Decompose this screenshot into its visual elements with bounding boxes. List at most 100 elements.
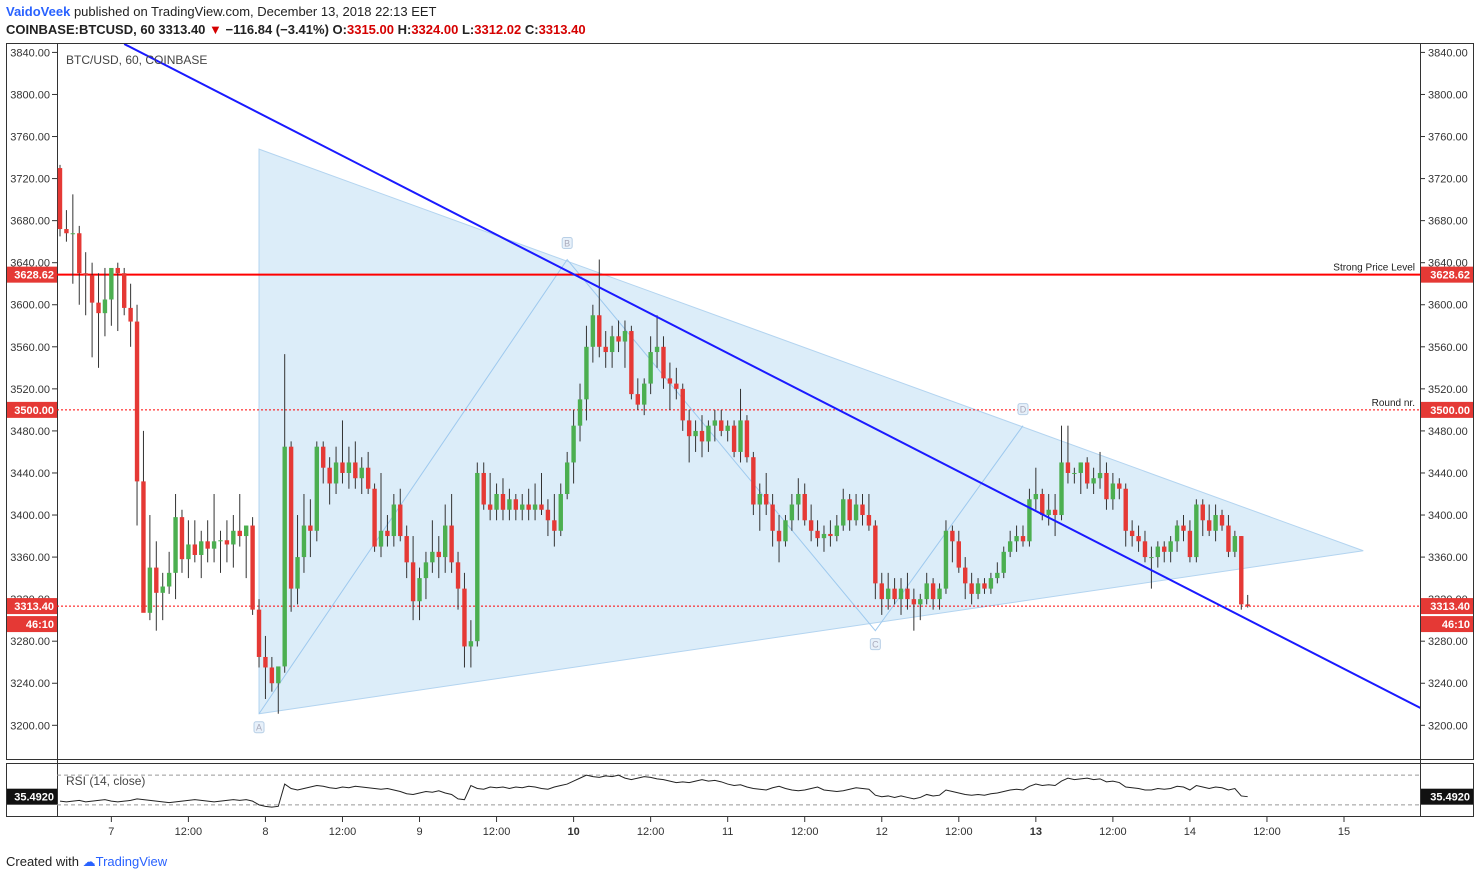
candle-body xyxy=(475,472,480,642)
candle-body xyxy=(250,525,255,610)
close-value: 3313.40 xyxy=(538,22,586,37)
candle-body xyxy=(237,530,242,537)
candle-body xyxy=(462,588,467,647)
candle-body xyxy=(1072,472,1077,474)
time-tick-label: 12:00 xyxy=(1099,826,1127,838)
candle-body xyxy=(834,525,840,537)
price-chart[interactable]: 3840.003800.003760.003720.003680.003640.… xyxy=(0,0,1479,850)
candle-body xyxy=(1136,536,1141,542)
candle-body xyxy=(173,517,178,573)
candle-body xyxy=(147,567,153,613)
candle-body xyxy=(969,583,974,594)
time-tick-label: 12 xyxy=(876,826,888,838)
candle-body xyxy=(410,562,416,602)
candle-body xyxy=(667,378,673,384)
high-value: 3324.00 xyxy=(411,22,459,37)
left-tick-label: 3760.00 xyxy=(10,132,50,144)
candle-body xyxy=(1078,462,1083,473)
right-price-tag xyxy=(1421,401,1473,418)
left-price-tag-label: 3500.00 xyxy=(14,405,54,417)
author-link[interactable]: VaidoVeek xyxy=(6,4,71,19)
candle-body xyxy=(642,383,647,405)
time-tick-label: 10 xyxy=(567,826,579,838)
right-tick-label: 3480.00 xyxy=(1428,426,1468,438)
candle-body xyxy=(866,515,872,526)
candle-body xyxy=(1232,536,1238,552)
candle-body xyxy=(77,233,82,274)
candle-body xyxy=(571,425,576,463)
candle-body xyxy=(179,517,185,560)
open-value: 3315.00 xyxy=(346,22,394,37)
left-tick-label: 3600.00 xyxy=(10,300,50,312)
candle-body xyxy=(102,299,108,314)
candle-body xyxy=(487,504,493,510)
left-price-tag-label: 46:10 xyxy=(26,619,54,631)
candle-body xyxy=(873,525,878,584)
right-tick-label: 3520.00 xyxy=(1428,384,1468,396)
candle-body xyxy=(789,504,795,521)
candle-body xyxy=(719,420,724,431)
candle-body xyxy=(1123,488,1128,531)
candle-body xyxy=(1104,472,1109,500)
candle-body xyxy=(725,425,730,431)
right-price-tag-label: 3628.62 xyxy=(1430,270,1470,282)
candle-body xyxy=(590,315,596,347)
pattern-point-badge xyxy=(253,721,265,734)
right-rsi-tag xyxy=(1421,788,1473,805)
candle-body xyxy=(70,233,76,235)
candle-body xyxy=(372,488,377,547)
candle-body xyxy=(776,530,782,542)
candle-body xyxy=(648,352,653,384)
candle-body xyxy=(199,541,204,555)
candle-body xyxy=(115,267,120,274)
candle-body xyxy=(1117,483,1122,489)
candle-body xyxy=(564,462,570,494)
candle-body xyxy=(995,572,1000,579)
candle-body xyxy=(231,530,236,545)
candle-body xyxy=(802,493,807,521)
candle-body xyxy=(815,530,820,539)
candle-body xyxy=(930,583,936,600)
candle-body xyxy=(288,446,294,589)
candle-body xyxy=(654,346,660,353)
candle-body xyxy=(192,544,198,555)
right-tick-label: 3360.00 xyxy=(1428,552,1468,564)
candle-body xyxy=(674,383,679,389)
pattern-point-label: C xyxy=(872,640,879,650)
candle-body xyxy=(539,504,544,510)
candle-body xyxy=(853,504,859,521)
candle-body xyxy=(828,533,833,537)
right-rsi-tag-label: 35.4920 xyxy=(1430,792,1470,804)
right-tick-label: 3200.00 xyxy=(1428,720,1468,732)
tradingview-brand[interactable]: TradingView xyxy=(95,854,168,869)
candle-body xyxy=(1142,541,1148,558)
candle-body xyxy=(1040,493,1045,516)
right-tick-label: 3680.00 xyxy=(1428,216,1468,228)
candle-body xyxy=(1014,536,1019,542)
right-price-tag-label: 46:10 xyxy=(1442,619,1470,631)
candle-body xyxy=(218,540,223,542)
candle-body xyxy=(738,420,743,452)
right-price-tag-label: 3500.00 xyxy=(1430,405,1470,417)
candle-body xyxy=(327,467,332,484)
candle-body xyxy=(847,499,852,521)
candle-body xyxy=(243,525,249,537)
candle-body xyxy=(64,229,69,234)
candle-body xyxy=(468,641,474,647)
last-price: 3313.40 xyxy=(158,22,206,37)
candle-body xyxy=(1219,515,1225,526)
left-tick-label: 3440.00 xyxy=(10,468,50,480)
right-tick-label: 3560.00 xyxy=(1428,342,1468,354)
candle-body xyxy=(905,588,910,600)
candle-body xyxy=(1052,509,1058,516)
price-level-label: Strong Price Level xyxy=(1333,263,1415,274)
candle-body xyxy=(443,525,448,558)
left-price-tag xyxy=(7,616,57,633)
left-rsi-tag xyxy=(7,788,57,805)
candle-body xyxy=(353,462,358,479)
candle-body xyxy=(1033,493,1039,500)
candle-body xyxy=(680,388,685,421)
candle-body xyxy=(295,557,300,589)
candle-body xyxy=(430,551,435,563)
candle-body xyxy=(770,504,775,531)
